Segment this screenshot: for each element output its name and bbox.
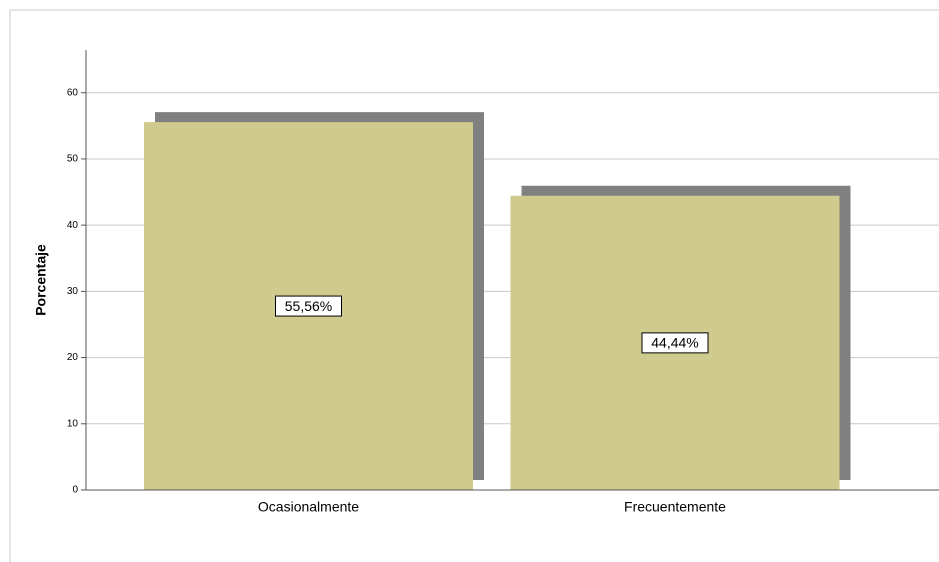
data-label-box — [641, 332, 709, 354]
x-tick-label: Frecuentemente — [624, 499, 726, 515]
data-label-box — [275, 295, 342, 317]
data-label: 44,44% — [651, 335, 698, 351]
y-tick-label: 0 — [72, 485, 78, 496]
x-tick-label: Ocasionalmente — [258, 499, 359, 515]
data-label: 55,56% — [285, 298, 332, 314]
y-tick-label: 50 — [67, 154, 79, 165]
y-tick-label: 40 — [67, 220, 79, 231]
y-tick-label: 30 — [67, 286, 79, 297]
y-tick-label: 60 — [67, 87, 79, 98]
y-tick-label: 10 — [67, 418, 79, 429]
y-axis-label: Porcentaje — [33, 244, 49, 316]
y-tick-label: 20 — [67, 352, 79, 363]
